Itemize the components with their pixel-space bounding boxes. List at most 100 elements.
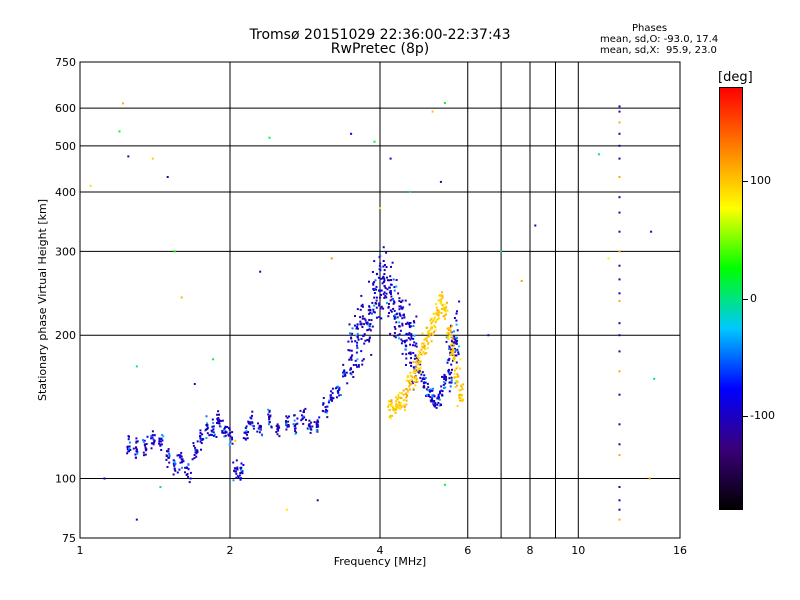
o-mode-point bbox=[408, 303, 411, 306]
o-mode-point bbox=[144, 453, 147, 456]
x-mode-point bbox=[407, 379, 410, 382]
o-mode-point bbox=[409, 338, 412, 341]
o-mode-point bbox=[285, 415, 288, 418]
o-mode-point bbox=[185, 474, 188, 476]
o-mode-point bbox=[150, 447, 153, 450]
o-mode-point bbox=[373, 287, 376, 290]
o-mode-point bbox=[380, 277, 383, 280]
o-mode-point bbox=[216, 417, 219, 420]
x-mode-point bbox=[441, 296, 444, 299]
o-mode-point bbox=[450, 363, 453, 366]
x-mode-point bbox=[460, 386, 463, 389]
o-mode-point bbox=[324, 406, 327, 409]
o-mode-point bbox=[455, 354, 458, 357]
o-mode-point bbox=[380, 289, 383, 292]
o-mode-point bbox=[382, 307, 385, 310]
scattered-point bbox=[431, 110, 434, 113]
x-mode-point bbox=[412, 361, 415, 364]
x-mode-point bbox=[417, 360, 420, 363]
colorbar-title: [deg] bbox=[718, 70, 753, 85]
o-mode-point bbox=[355, 364, 358, 366]
o-mode-point bbox=[223, 428, 226, 431]
o-mode-point bbox=[256, 430, 259, 433]
o-mode-point bbox=[315, 429, 318, 432]
o-mode-point bbox=[174, 469, 177, 472]
o-mode-point bbox=[294, 427, 296, 430]
o-mode-point bbox=[390, 279, 392, 281]
o-mode-point bbox=[393, 300, 395, 303]
o-mode-point bbox=[453, 330, 455, 333]
scattered-point bbox=[135, 365, 138, 368]
band-point bbox=[618, 105, 621, 108]
x-mode-point bbox=[414, 371, 417, 373]
o-mode-point bbox=[240, 477, 243, 480]
o-mode-point bbox=[361, 359, 364, 362]
o-mode-point bbox=[356, 325, 359, 328]
o-mode-point bbox=[228, 428, 231, 431]
o-mode-point bbox=[178, 456, 181, 459]
o-mode-point bbox=[458, 345, 461, 348]
x-mode-point bbox=[437, 314, 440, 317]
o-mode-point bbox=[371, 271, 374, 273]
o-mode-point bbox=[385, 251, 388, 254]
o-mode-point bbox=[206, 422, 208, 425]
o-mode-point bbox=[231, 431, 234, 434]
o-mode-point bbox=[206, 426, 209, 429]
o-mode-point bbox=[199, 434, 202, 437]
x-mode-point bbox=[453, 357, 456, 360]
x-mode-point bbox=[405, 399, 408, 402]
o-mode-point bbox=[443, 387, 445, 389]
x-mode-point bbox=[403, 406, 406, 409]
o-mode-point bbox=[423, 386, 426, 389]
x-mode-point bbox=[451, 347, 454, 350]
o-mode-point bbox=[225, 431, 228, 434]
x-mode-point bbox=[415, 366, 418, 369]
x-mode-point bbox=[435, 311, 437, 314]
o-mode-point bbox=[258, 425, 261, 428]
o-mode-point bbox=[288, 415, 290, 418]
o-mode-point bbox=[368, 336, 371, 339]
band-point bbox=[618, 393, 621, 396]
phase-stats-heading: Phases bbox=[632, 23, 668, 34]
o-mode-point bbox=[368, 280, 370, 283]
x-mode-point bbox=[414, 361, 417, 364]
o-mode-point bbox=[295, 431, 298, 434]
o-mode-point bbox=[448, 345, 451, 348]
chart-title: Tromsø 20151029 22:36:00-22:37:43 bbox=[249, 27, 511, 43]
o-mode-point bbox=[329, 396, 332, 399]
x-mode-point bbox=[448, 329, 450, 332]
band-point bbox=[618, 370, 621, 373]
o-mode-point bbox=[212, 434, 215, 437]
x-mode-point bbox=[390, 399, 393, 402]
o-mode-point bbox=[412, 352, 415, 354]
o-mode-point bbox=[153, 434, 156, 437]
o-mode-point bbox=[309, 431, 312, 434]
o-mode-point bbox=[317, 425, 320, 428]
o-mode-point bbox=[173, 467, 176, 470]
o-mode-point bbox=[343, 369, 346, 372]
o-mode-point bbox=[420, 380, 423, 383]
o-mode-point bbox=[322, 402, 325, 405]
o-mode-point bbox=[143, 439, 146, 442]
x-mode-point bbox=[406, 375, 409, 377]
o-mode-point bbox=[196, 440, 199, 443]
o-mode-point bbox=[221, 429, 224, 432]
o-mode-point bbox=[447, 370, 450, 373]
o-mode-point bbox=[344, 371, 346, 374]
band-point bbox=[618, 211, 621, 214]
o-mode-point bbox=[400, 338, 403, 341]
o-mode-point bbox=[379, 262, 382, 265]
scattered-point bbox=[330, 257, 333, 260]
o-mode-point bbox=[439, 390, 441, 393]
x-mode-point bbox=[426, 347, 429, 349]
o-mode-point bbox=[249, 421, 251, 424]
o-mode-point bbox=[181, 460, 184, 463]
scattered-point bbox=[89, 184, 92, 187]
x-mode-point bbox=[400, 392, 403, 395]
x-mode-point bbox=[421, 342, 424, 345]
x-mode-point bbox=[402, 404, 405, 407]
o-mode-point bbox=[208, 434, 211, 437]
o-mode-point bbox=[381, 282, 384, 285]
y-axis-title: Stationary phase Virtual Height [km] bbox=[36, 199, 49, 401]
